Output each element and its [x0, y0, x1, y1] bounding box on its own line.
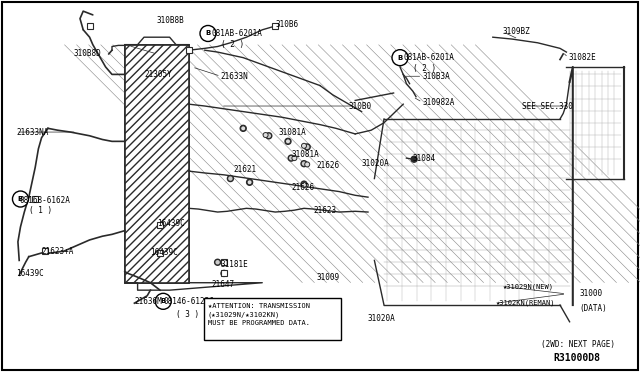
- Circle shape: [292, 155, 297, 161]
- Text: B: B: [161, 298, 166, 304]
- Bar: [157, 222, 163, 228]
- Circle shape: [301, 182, 307, 187]
- Circle shape: [301, 143, 307, 148]
- Circle shape: [200, 25, 216, 42]
- Circle shape: [301, 181, 307, 187]
- Text: 3109BZ: 3109BZ: [502, 27, 530, 36]
- Text: 08146-61226: 08146-61226: [163, 297, 214, 306]
- Text: (DATA): (DATA): [579, 304, 607, 313]
- Bar: [204, 298, 341, 340]
- Text: 31081A: 31081A: [291, 150, 319, 159]
- Circle shape: [306, 145, 308, 148]
- Text: (2WD: NEXT PAGE): (2WD: NEXT PAGE): [541, 340, 615, 349]
- Text: 16439C: 16439C: [16, 269, 44, 278]
- Text: 21305Y: 21305Y: [144, 70, 172, 79]
- Circle shape: [247, 180, 252, 185]
- Circle shape: [303, 162, 305, 165]
- Text: ( 2 ): ( 2 ): [221, 40, 244, 49]
- Text: 310B8D: 310B8D: [74, 49, 101, 58]
- Text: 31020A: 31020A: [368, 314, 396, 323]
- Bar: [221, 270, 227, 276]
- Text: B: B: [397, 55, 403, 61]
- Circle shape: [229, 177, 232, 180]
- Text: ★ATTENTION: TRANSMISSION
(★31029N/★3102KN)
MUST BE PROGRAMMED DATA.: ★ATTENTION: TRANSMISSION (★31029N/★3102K…: [207, 302, 310, 326]
- Text: 21623+A: 21623+A: [42, 247, 74, 256]
- Text: 21626: 21626: [291, 183, 314, 192]
- Circle shape: [303, 183, 305, 186]
- Text: 08168-6162A: 08168-6162A: [19, 196, 70, 205]
- Text: 310B8B: 310B8B: [157, 16, 184, 25]
- Text: 21633NA: 21633NA: [16, 128, 49, 137]
- Bar: [272, 23, 278, 29]
- Text: ( 2 ): ( 2 ): [413, 64, 436, 73]
- Bar: [86, 23, 93, 29]
- Text: 31084: 31084: [413, 154, 436, 163]
- Circle shape: [227, 176, 234, 182]
- Circle shape: [266, 133, 272, 139]
- Circle shape: [288, 155, 294, 161]
- Circle shape: [13, 191, 29, 207]
- Text: ★31029N(NEW): ★31029N(NEW): [502, 283, 554, 290]
- Circle shape: [242, 127, 244, 130]
- Text: 21623: 21623: [314, 206, 337, 215]
- Text: 21633N: 21633N: [221, 72, 248, 81]
- Text: SEE SEC.330: SEE SEC.330: [522, 102, 572, 110]
- Text: ( 3 ): ( 3 ): [176, 310, 199, 319]
- Bar: [42, 248, 48, 254]
- Circle shape: [155, 293, 172, 310]
- Circle shape: [285, 139, 291, 144]
- Text: 081AB-6201A: 081AB-6201A: [403, 53, 454, 62]
- Text: 310B6: 310B6: [275, 20, 298, 29]
- Bar: [32, 196, 38, 202]
- Circle shape: [285, 138, 291, 144]
- Circle shape: [411, 156, 417, 162]
- Bar: [125, 45, 189, 283]
- Circle shape: [221, 270, 227, 276]
- Circle shape: [240, 125, 246, 131]
- Circle shape: [287, 140, 289, 143]
- Text: 31000: 31000: [579, 289, 602, 298]
- Text: 21636M: 21636M: [134, 297, 162, 306]
- Text: 31009: 31009: [317, 273, 340, 282]
- Circle shape: [301, 161, 307, 167]
- Circle shape: [216, 261, 219, 264]
- Text: 310982A: 310982A: [422, 98, 455, 107]
- Bar: [221, 259, 227, 265]
- Text: 21621: 21621: [234, 165, 257, 174]
- Text: 31020A: 31020A: [362, 159, 389, 168]
- Text: ★3102KN(REMAN): ★3102KN(REMAN): [496, 300, 556, 307]
- Bar: [157, 250, 163, 256]
- Bar: [125, 45, 189, 283]
- Bar: [186, 47, 192, 53]
- Text: ( 1 ): ( 1 ): [29, 206, 52, 215]
- Text: B: B: [18, 196, 23, 202]
- Bar: [125, 45, 189, 283]
- Circle shape: [214, 259, 221, 265]
- Text: 310B0: 310B0: [349, 102, 372, 110]
- Text: B: B: [205, 31, 211, 36]
- Text: 081AB-6201A: 081AB-6201A: [211, 29, 262, 38]
- Text: 16439C: 16439C: [157, 219, 184, 228]
- Text: 21647: 21647: [211, 280, 234, 289]
- Circle shape: [304, 144, 310, 150]
- Circle shape: [248, 181, 251, 184]
- Text: 31181E: 31181E: [221, 260, 248, 269]
- Circle shape: [241, 126, 246, 131]
- Text: 16439C: 16439C: [150, 248, 178, 257]
- Circle shape: [268, 134, 270, 137]
- Text: R31000D8: R31000D8: [554, 353, 600, 363]
- Text: 31081A: 31081A: [278, 128, 306, 137]
- Circle shape: [223, 272, 225, 275]
- Text: 31082E: 31082E: [568, 53, 596, 62]
- Circle shape: [246, 179, 253, 185]
- Circle shape: [290, 157, 292, 160]
- Circle shape: [305, 162, 310, 167]
- Circle shape: [392, 49, 408, 66]
- Text: 310B3A: 310B3A: [422, 72, 450, 81]
- Text: 21626: 21626: [317, 161, 340, 170]
- Circle shape: [263, 132, 268, 138]
